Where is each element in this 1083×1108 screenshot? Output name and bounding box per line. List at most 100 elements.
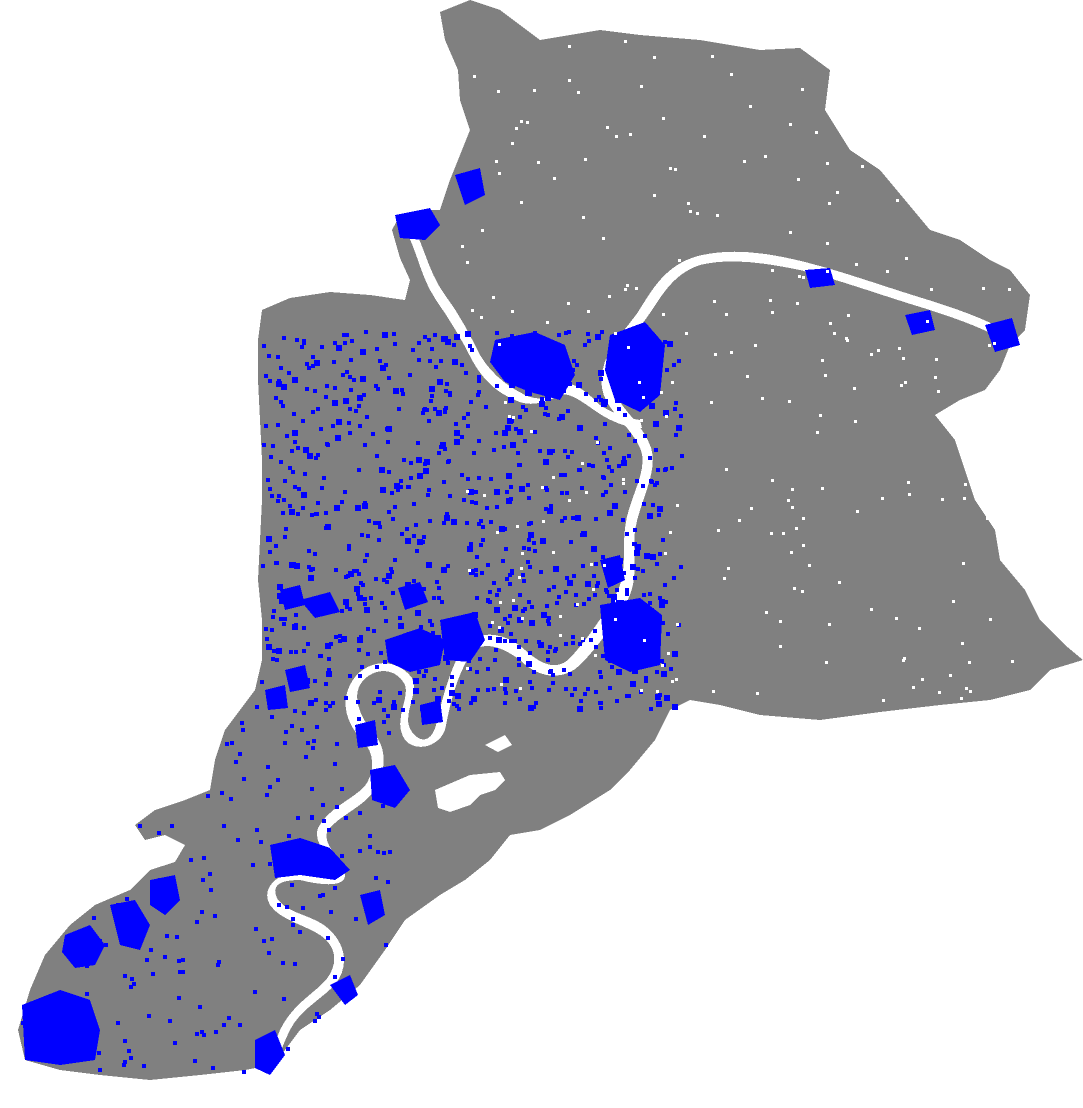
- flood-speckle: [92, 916, 96, 920]
- flood-speckle: [372, 701, 376, 705]
- flood-speckle: [365, 415, 369, 419]
- gap-speckle: [520, 120, 523, 123]
- flood-speckle: [305, 362, 309, 366]
- flood-speckle: [486, 688, 490, 692]
- flood-speckle: [674, 401, 678, 405]
- flood-speckle: [679, 565, 683, 569]
- flood-speckle: [305, 387, 309, 391]
- flood-speckle: [437, 596, 441, 600]
- gap-speckle: [515, 127, 518, 130]
- flood-speckle: [632, 668, 638, 674]
- flood-speckle: [238, 1023, 242, 1027]
- flood-speckle: [409, 461, 413, 465]
- flood-speckle: [592, 574, 596, 578]
- flood-speckle: [447, 459, 451, 463]
- flood-speckle: [376, 850, 380, 854]
- flood-speckle: [517, 617, 523, 623]
- flood-speckle: [622, 343, 628, 349]
- gap-speckle: [614, 618, 617, 621]
- flood-speckle: [394, 483, 400, 489]
- flood-speckle: [287, 834, 291, 838]
- flood-speckle: [526, 385, 530, 389]
- flood-speckle: [500, 361, 504, 365]
- flood-speckle: [535, 365, 539, 369]
- flood-speckle: [326, 936, 330, 940]
- flood-speckle: [380, 601, 384, 605]
- gap-speckle: [754, 344, 757, 347]
- flood-speckle: [657, 513, 661, 517]
- flood-speckle: [90, 1041, 94, 1045]
- flood-speckle: [396, 488, 400, 492]
- flood-speckle: [425, 646, 429, 650]
- gap-speckle: [907, 481, 910, 484]
- gap-speckle: [676, 623, 679, 626]
- gap-speckle: [825, 661, 828, 664]
- flood-speckle: [382, 851, 386, 855]
- flood-speckle: [564, 687, 568, 691]
- flood-speckle: [286, 596, 292, 602]
- flood-speckle: [409, 638, 413, 642]
- flood-speckle: [326, 443, 330, 447]
- flood-speckle: [612, 503, 618, 509]
- flood-speckle: [630, 664, 636, 670]
- flood-speckle: [672, 704, 678, 710]
- flood-speckle: [357, 395, 363, 401]
- flood-patch: [395, 208, 440, 240]
- flood-speckle: [333, 975, 337, 979]
- flood-speckle: [517, 645, 521, 649]
- flood-speckle: [350, 339, 354, 343]
- flood-speckle: [367, 519, 371, 523]
- flood-speckle: [551, 681, 555, 685]
- flood-speckle: [632, 542, 636, 546]
- flood-speckle: [288, 504, 292, 508]
- flood-speckle: [304, 678, 310, 684]
- flood-speckle: [627, 643, 631, 647]
- flood-speckle: [116, 903, 120, 907]
- flood-speckle: [421, 411, 425, 415]
- gap-speckle: [770, 532, 773, 535]
- flood-speckle: [85, 964, 89, 968]
- flood-speckle: [568, 672, 572, 676]
- gap-speckle: [882, 699, 885, 702]
- flood-speckle: [528, 705, 534, 711]
- flood-speckle: [503, 639, 507, 643]
- flood-speckle: [348, 674, 352, 678]
- flood-speckle: [306, 741, 310, 745]
- flood-speckle: [469, 400, 473, 404]
- flood-speckle: [287, 371, 291, 375]
- flood-speckle: [565, 576, 569, 580]
- flood-speckle: [265, 793, 269, 797]
- flood-speckle: [503, 677, 509, 683]
- gap-speckle: [934, 376, 937, 379]
- flood-speckle: [673, 407, 677, 411]
- flood-speckle: [193, 1059, 197, 1063]
- flood-speckle: [293, 485, 297, 489]
- flood-speckle: [467, 546, 473, 552]
- flood-speckle: [640, 350, 644, 354]
- flood-speckle: [386, 573, 392, 579]
- gap-speckle: [788, 400, 791, 403]
- gap-speckle: [511, 142, 514, 145]
- flood-speckle: [559, 473, 563, 477]
- flood-speckle: [572, 359, 576, 363]
- flood-speckle: [656, 468, 660, 472]
- flood-speckle: [267, 951, 271, 955]
- flood-speckle: [435, 696, 441, 702]
- flood-speckle: [181, 970, 185, 974]
- flood-speckle: [468, 667, 472, 671]
- flood-speckle: [275, 658, 279, 662]
- flood-speckle: [304, 755, 308, 759]
- gap-speckle: [855, 263, 858, 266]
- gap-speckle: [1008, 288, 1011, 291]
- flood-speckle: [371, 432, 375, 436]
- gap-speckle: [801, 590, 804, 593]
- flood-speckle: [623, 392, 629, 398]
- flood-speckle: [609, 483, 613, 487]
- flood-speckle: [647, 513, 653, 519]
- flood-speckle: [655, 694, 661, 700]
- flood-speckle: [242, 777, 246, 781]
- flood-speckle: [266, 536, 272, 542]
- flood-speckle: [530, 605, 534, 609]
- flood-speckle: [363, 559, 367, 563]
- flood-speckle: [454, 430, 460, 436]
